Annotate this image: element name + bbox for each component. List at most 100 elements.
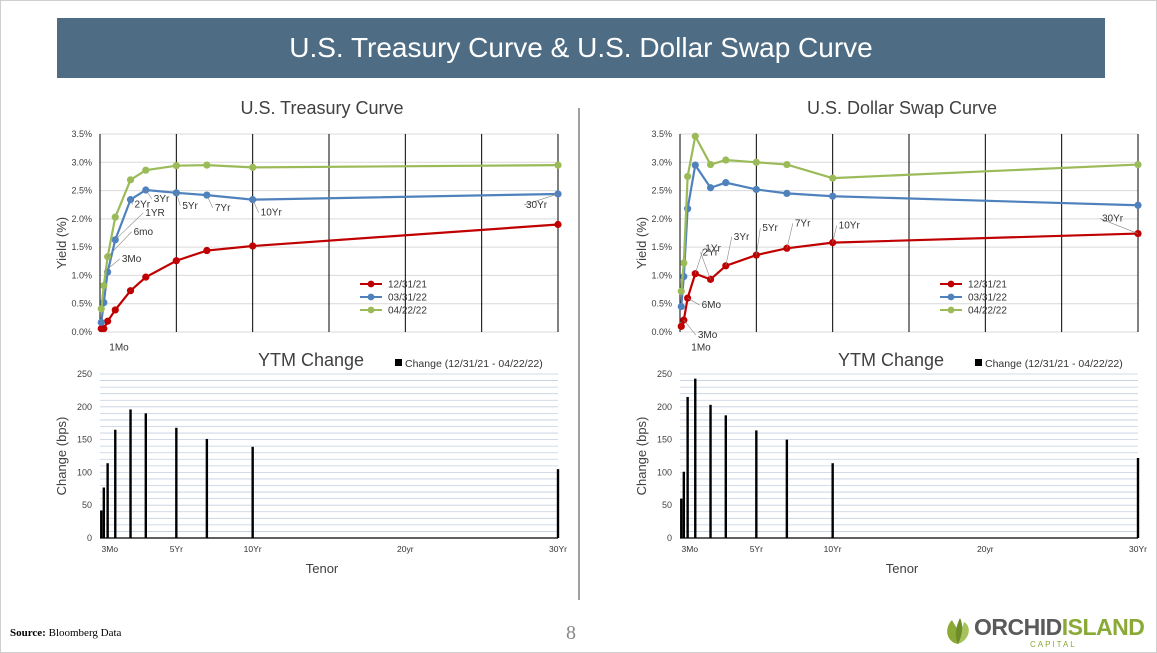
data-point	[680, 316, 688, 324]
change-bar	[175, 427, 178, 538]
data-point	[691, 161, 699, 169]
data-point	[203, 191, 211, 199]
data-point	[752, 185, 760, 194]
annotation-leader	[786, 223, 794, 249]
change-bar	[709, 404, 712, 538]
x-tick-label: 3Mo	[682, 544, 699, 554]
data-point	[249, 196, 257, 204]
y-axis-label: Yield (%)	[54, 217, 69, 269]
y-tick-label: 0.5%	[71, 299, 92, 309]
orchid-leaf-icon	[947, 618, 969, 644]
data-point	[783, 189, 791, 197]
tenor-annotation: 1Yr	[705, 244, 721, 255]
annotation-leader	[1099, 218, 1139, 234]
y-tick-label: 1.0%	[651, 270, 672, 280]
data-point	[249, 163, 257, 171]
data-point	[554, 161, 562, 169]
data-point	[249, 242, 257, 250]
logo-subtitle: CAPITAL	[1030, 640, 1077, 649]
x-tick-label: 30Yr	[1129, 544, 1147, 554]
change-chart-title: YTM Change	[258, 350, 364, 370]
tenor-annotation: 30Yr	[1102, 214, 1124, 225]
change-bar	[129, 409, 132, 538]
change-y-tick-label: 250	[77, 369, 92, 379]
x-tick-label: 20yr	[977, 544, 994, 554]
change-bar	[831, 463, 834, 538]
tenor-annotation: 3Yr	[154, 194, 170, 205]
change-legend-label: Change (12/31/21 - 04/22/22)	[985, 358, 1123, 370]
tenor-annotation: 7Yr	[215, 203, 231, 214]
series-line-04-22-22	[100, 164, 559, 309]
annotation-leader	[206, 194, 214, 209]
tenor-annotation: 30Yr	[526, 200, 548, 211]
series-line-12-31-21	[680, 232, 1139, 327]
y-tick-label: 0.5%	[651, 299, 672, 309]
change-y-axis-label: Change (bps)	[54, 417, 69, 496]
tenor-annotation: 6mo	[134, 227, 154, 238]
logo-word-island: ISLAND	[1061, 614, 1145, 640]
data-point	[691, 132, 699, 140]
y-tick-label: 3.0%	[651, 157, 672, 167]
legend-marker	[947, 306, 955, 314]
change-legend-swatch	[975, 359, 982, 366]
source-text: Bloomberg Data	[48, 627, 122, 639]
data-point	[706, 275, 715, 283]
change-y-axis-label: Change (bps)	[634, 417, 649, 496]
data-point	[203, 246, 211, 255]
data-point	[111, 213, 119, 221]
x-tick-label: 10Yr	[244, 544, 262, 554]
y-tick-label: 2.0%	[651, 214, 672, 224]
swap-curve-chart: U.S. Dollar Swap Curve 0.0% 0.5% 1.0% 1.5% 2.…	[634, 98, 1147, 576]
change-y-tick-label: 50	[82, 500, 92, 510]
tenor-annotation: 3Mo	[698, 330, 718, 341]
data-point	[172, 189, 180, 197]
change-bar	[724, 415, 727, 538]
change-legend-label: Change (12/31/21 - 04/22/22)	[405, 358, 543, 370]
change-bar	[114, 429, 117, 538]
annotation-leader	[756, 228, 761, 256]
legend-marker	[947, 293, 955, 301]
change-y-tick-label: 200	[77, 402, 92, 412]
data-point	[680, 259, 688, 267]
data-point	[126, 287, 135, 295]
change-bar	[144, 413, 147, 538]
change-bar	[100, 510, 103, 538]
data-point	[100, 282, 108, 290]
source-label: Source:	[10, 627, 46, 639]
change-y-tick-label: 150	[657, 435, 672, 445]
y-tick-label: 1.0%	[71, 270, 92, 280]
change-chart-title: YTM Change	[838, 350, 944, 370]
legend-marker	[947, 280, 955, 288]
change-bar	[102, 487, 106, 538]
change-y-tick-label: 150	[77, 435, 92, 445]
data-point	[100, 325, 108, 333]
change-y-tick-label: 100	[77, 467, 92, 477]
annotation-leader	[700, 252, 711, 280]
data-point	[783, 160, 791, 169]
legend-marker	[367, 293, 375, 301]
annotation-leader	[252, 199, 259, 213]
chart-divider	[578, 108, 580, 600]
data-point	[677, 287, 685, 295]
tenor-annotation: 1Mo	[691, 342, 711, 353]
x-tick-label: 30Yr	[549, 544, 567, 554]
legend-label: 12/31/21	[388, 280, 427, 291]
x-axis-label: Tenor	[886, 561, 919, 576]
legend-label: 03/31/22	[388, 293, 427, 304]
slide-title: U.S. Treasury Curve & U.S. Dollar Swap C…	[57, 18, 1105, 78]
chart-title: U.S. Dollar Swap Curve	[807, 98, 997, 118]
change-bar	[251, 446, 254, 538]
data-point	[677, 322, 685, 330]
data-point	[203, 161, 211, 169]
source-note: Source: Bloomberg Data	[10, 627, 121, 639]
annotation-leader	[130, 199, 133, 205]
annotation-leader	[145, 189, 153, 200]
annotation-leader	[115, 212, 144, 241]
x-axis-label: Tenor	[306, 561, 339, 576]
annotation-leader	[725, 236, 733, 266]
x-tick-label: 10Yr	[824, 544, 842, 554]
change-bar	[785, 439, 789, 538]
y-tick-label: 3.5%	[651, 129, 672, 139]
y-tick-label: 2.0%	[71, 214, 92, 224]
data-point	[677, 302, 685, 311]
